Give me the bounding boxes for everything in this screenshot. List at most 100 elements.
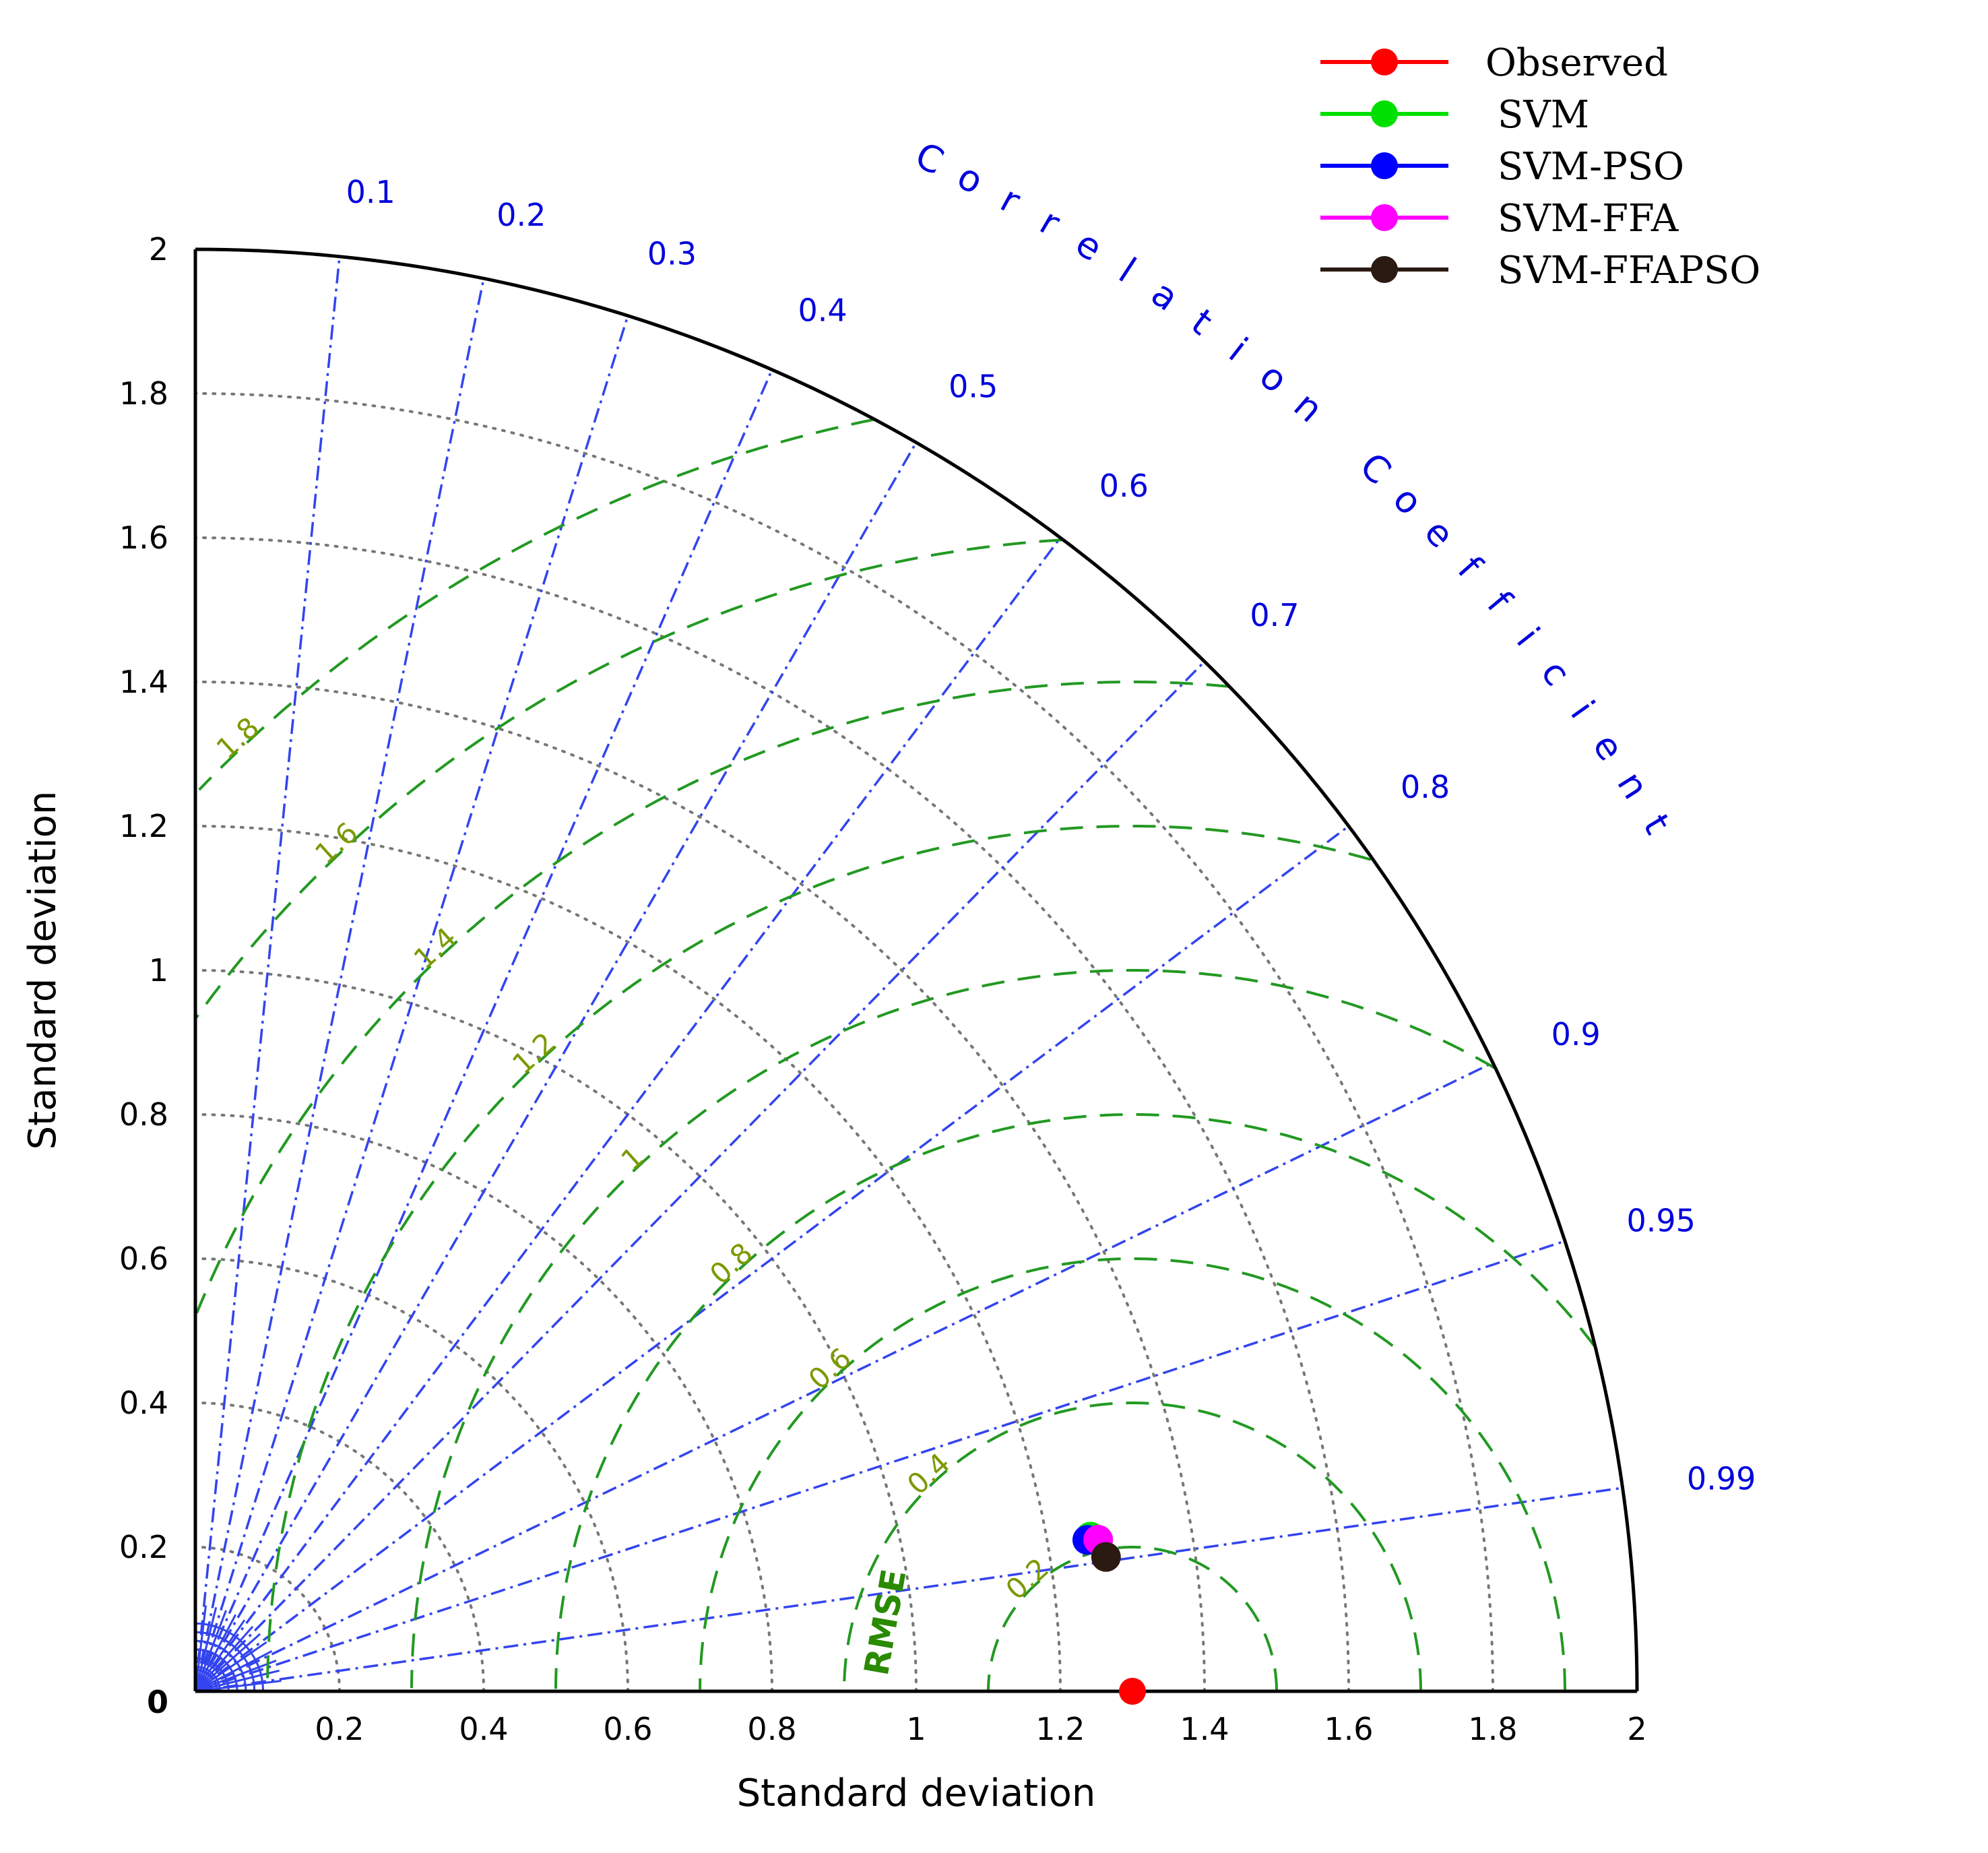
- rmse-contour: [554, 1113, 1596, 1689]
- correlation-line: [195, 1486, 1623, 1693]
- rmse-contour: [266, 825, 1372, 1688]
- origin-fan-line: [195, 1660, 277, 1693]
- origin-fan-line: [195, 1641, 267, 1693]
- correlation-title-letter: f: [1479, 583, 1520, 621]
- correlation-title-letter: o: [1252, 354, 1296, 402]
- x-tick-label: 2: [1627, 1711, 1646, 1747]
- correlation-tick-label: 0.5: [949, 368, 998, 404]
- origin-fan-line: [194, 1610, 227, 1692]
- origin-fan-line: [195, 1633, 261, 1693]
- rmse-contours: [195, 418, 1596, 1691]
- rmse-tick-label: 1.8: [210, 711, 265, 765]
- y-tick-label: 0.4: [119, 1385, 168, 1421]
- rmse-contour: [410, 969, 1496, 1689]
- rmse-tick-label: 0.2: [1000, 1552, 1055, 1606]
- correlation-title-letter: n: [1609, 764, 1657, 807]
- rmse-tick-label: 0.4: [901, 1447, 956, 1501]
- correlation-line: [195, 1240, 1566, 1693]
- x-tick-label: 1.6: [1324, 1711, 1373, 1747]
- std-arc-gridline: [194, 1113, 773, 1693]
- correlation-title-letter: i: [1562, 693, 1603, 726]
- correlation-title-letter: r: [1033, 200, 1068, 245]
- rmse-contour: [843, 1402, 1422, 1691]
- correlation-title-letter: e: [1068, 222, 1110, 270]
- origin-fan-line: [195, 1669, 280, 1693]
- correlation-line: [194, 825, 1350, 1693]
- x-tick-label: 1: [906, 1711, 926, 1747]
- origin-fan-line: [194, 1619, 246, 1692]
- correlation-tick-label: 0.95: [1626, 1203, 1695, 1239]
- correlation-tick-label: 0.6: [1099, 468, 1149, 504]
- correlation-title-letter: c: [1533, 652, 1578, 694]
- legend-label: SVM-PSO: [1498, 145, 1684, 189]
- legend-marker: [1371, 256, 1398, 283]
- point-svm-ffapso: [1091, 1542, 1121, 1572]
- correlation-title-letter: e: [1584, 726, 1632, 768]
- origin-fan-line: [194, 1606, 218, 1692]
- legend-marker: [1371, 100, 1398, 127]
- y-tick-label: 1.4: [119, 664, 168, 700]
- correlation-tick-label: 0.1: [346, 174, 395, 210]
- correlation-title-letter: f: [1450, 548, 1491, 587]
- legend-marker: [1371, 49, 1398, 75]
- correlation-line: [194, 660, 1206, 1693]
- y-tick-label: 1.2: [119, 808, 168, 844]
- y-tick-label: 0.2: [119, 1529, 168, 1565]
- y-axis-title: Standard deviation: [21, 791, 65, 1150]
- correlation-title-letter: r: [994, 178, 1027, 222]
- legend-label: SVM-FFAPSO: [1498, 249, 1760, 292]
- origin-fan-line: [194, 1614, 236, 1692]
- y-tick-label: 2: [149, 231, 168, 268]
- correlation-line: [194, 441, 918, 1692]
- legend-label: SVM-FFA: [1498, 197, 1679, 241]
- rmse-contour: [699, 1257, 1566, 1691]
- correlation-line: [194, 536, 1062, 1693]
- correlation-tick-label: 0.9: [1551, 1016, 1601, 1053]
- std-arc-gridline: [194, 392, 1494, 1693]
- outer-boundary-arc: [195, 247, 1639, 1692]
- correlation-title-letter: n: [1286, 383, 1331, 431]
- x-tick-label: 0.2: [315, 1711, 364, 1747]
- std-arc-gridline: [194, 1402, 485, 1693]
- y-tick-label: 1: [149, 952, 168, 988]
- correlation-line: [194, 315, 629, 1692]
- correlation-title-letter: t: [1635, 807, 1679, 841]
- rmse-contour: [195, 538, 1062, 1018]
- correlation-title-letter: C: [1351, 445, 1399, 493]
- correlation-line: [194, 369, 773, 1692]
- std-arc-grid: [194, 392, 1494, 1693]
- x-tick-label: 0.8: [747, 1711, 796, 1747]
- y-tick-label: 0.6: [119, 1240, 168, 1277]
- correlation-line: [195, 1061, 1494, 1693]
- correlation-line: [194, 256, 341, 1692]
- correlation-tick-label: 0.7: [1250, 597, 1299, 633]
- x-tick-label: 1.2: [1035, 1711, 1085, 1747]
- y-tick-label: 1.8: [119, 375, 168, 412]
- std-arc-gridline: [194, 1257, 629, 1693]
- y-tick-label: 0.8: [119, 1096, 168, 1133]
- origin-fan-line: [195, 1650, 273, 1693]
- origin-fan-line: [194, 1625, 254, 1692]
- std-arc-gridline: [194, 825, 1062, 1693]
- correlation-title-letter: C: [909, 134, 950, 183]
- origin-fan-line: [195, 1680, 282, 1693]
- origin-arc: [195, 1666, 221, 1692]
- x-tick-label: 1.8: [1468, 1711, 1517, 1747]
- rmse-tick-label: 1.4: [408, 921, 463, 976]
- origin-fan-line: [194, 1605, 207, 1692]
- correlation-tick-label: 0.3: [647, 236, 697, 272]
- correlation-title-letter: o: [1385, 478, 1431, 524]
- x-tick-label: 1.4: [1180, 1711, 1229, 1747]
- legend-marker: [1371, 152, 1398, 179]
- y-tick-label: 1.6: [119, 520, 168, 556]
- correlation-line: [194, 278, 485, 1692]
- point-observed: [1119, 1678, 1146, 1705]
- correlation-title-letter: e: [1416, 511, 1463, 556]
- legend: Observed SVM SVM-PSO SVM-FFA SVM-FFAPSO: [1320, 41, 1760, 292]
- x-tick-label: 0.6: [603, 1711, 652, 1747]
- std-arc-gridline: [194, 1546, 341, 1693]
- rmse-tick-label: 1.6: [309, 816, 364, 871]
- rmse-contour: [198, 418, 874, 791]
- origin-tick-label: 0: [147, 1684, 168, 1720]
